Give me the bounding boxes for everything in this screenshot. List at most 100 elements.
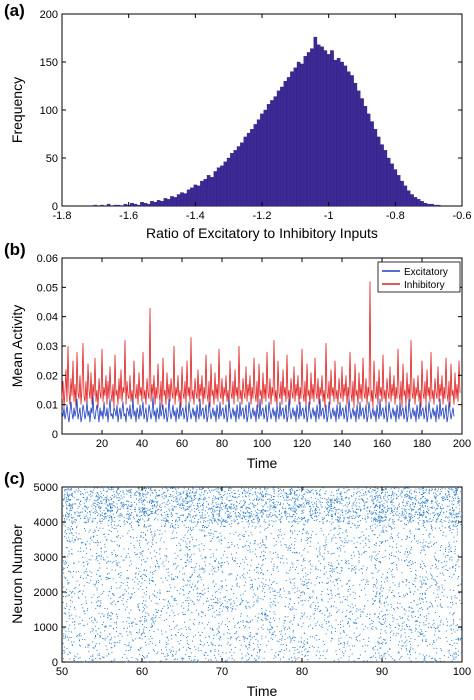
spike-dot [423, 520, 425, 522]
spike-dot [334, 601, 335, 603]
spike-dot [100, 602, 102, 604]
spike-dot [343, 641, 345, 643]
spike-dot [231, 523, 233, 525]
spike-dot [431, 604, 433, 606]
spike-dot [223, 525, 225, 527]
spike-dot [317, 542, 319, 544]
spike-dot [231, 608, 233, 610]
spike-dot [348, 656, 350, 658]
spike-dot [362, 572, 364, 574]
spike-dot [282, 555, 284, 557]
spike-dot [424, 635, 426, 637]
spike-dot [217, 518, 219, 520]
spike-dot [147, 529, 149, 531]
spike-dot [116, 627, 118, 629]
spike-dot [176, 497, 178, 499]
spike-dot [98, 497, 100, 499]
spike-dot [331, 566, 333, 567]
spike-dot [403, 560, 405, 562]
spike-dot [161, 630, 162, 632]
spike-dot [316, 576, 318, 578]
spike-dot [94, 625, 96, 627]
spike-dot [393, 562, 395, 563]
spike-dot [342, 625, 344, 627]
spike-dot [151, 580, 153, 582]
spike-dot [128, 489, 130, 491]
spike-dot [321, 612, 323, 614]
spike-dot [193, 496, 195, 498]
spike-dot [70, 532, 72, 534]
spike-dot [173, 563, 175, 565]
spike-dot [211, 643, 213, 645]
spike-dot [419, 514, 421, 515]
spike-dot [332, 553, 334, 555]
spike-dot [367, 645, 369, 647]
spike-dot [382, 529, 384, 531]
spike-dot [186, 516, 188, 518]
spike-dot [66, 511, 68, 513]
spike-dot [146, 557, 148, 559]
spike-dot [65, 537, 67, 539]
spike-dot [80, 501, 81, 502]
spike-dot [198, 568, 200, 570]
spike-dot [213, 580, 215, 582]
spike-dot [97, 540, 98, 542]
spike-dot [63, 607, 65, 609]
spike-dot [388, 558, 390, 560]
spike-dot [453, 612, 455, 614]
spike-dot [304, 584, 306, 586]
spike-dot [214, 567, 216, 569]
x-ticks-b: 20 40 60 80 100 120 140 160 180 200 [96, 258, 471, 450]
spike-dot [74, 521, 76, 523]
spike-dot [201, 568, 203, 570]
spike-dot [130, 631, 132, 633]
spike-dot [249, 657, 250, 659]
spike-dot [127, 660, 129, 662]
spike-dot [378, 652, 380, 654]
spike-dot [218, 638, 220, 639]
y-tick-label: 0 [52, 201, 58, 213]
spike-dot [287, 515, 289, 517]
spike-dot [96, 534, 98, 536]
spike-dot [456, 643, 458, 644]
spike-dot [75, 587, 77, 589]
spike-dot [197, 595, 199, 597]
spike-dot [218, 653, 220, 655]
spike-dot [203, 549, 205, 551]
spike-dot [455, 639, 457, 640]
spike-dot [332, 638, 334, 640]
spike-dot [139, 542, 141, 544]
spike-dot [437, 495, 439, 497]
spike-dot [168, 561, 169, 563]
spike-dot [410, 607, 412, 609]
spike-dot [326, 608, 328, 610]
spike-dot [116, 491, 118, 493]
spike-dot [64, 525, 66, 527]
spike-dot [280, 517, 282, 519]
spike-dot [382, 531, 384, 533]
spike-dot [194, 521, 196, 523]
spike-dot [289, 621, 291, 623]
spike-dot [259, 661, 261, 663]
spike-dot [393, 618, 395, 620]
spike-dot [284, 626, 286, 628]
spike-dot [253, 569, 255, 571]
spike-dot [319, 546, 321, 548]
spike-dot [191, 612, 193, 614]
y-tick-label: 200 [40, 9, 58, 21]
spike-dot [107, 594, 109, 596]
spike-dot [277, 602, 279, 604]
spike-dot [92, 503, 94, 505]
spike-dot [118, 499, 120, 501]
spike-dot [323, 545, 325, 547]
spike-dot [218, 561, 219, 563]
spike-dot [143, 493, 145, 495]
spike-dot [417, 528, 419, 530]
spike-dot [229, 500, 231, 502]
spike-dot [392, 519, 394, 521]
spike-dot [214, 586, 215, 587]
spike-dot [272, 634, 274, 636]
histogram-bar [283, 81, 288, 207]
spike-dot [207, 587, 209, 589]
